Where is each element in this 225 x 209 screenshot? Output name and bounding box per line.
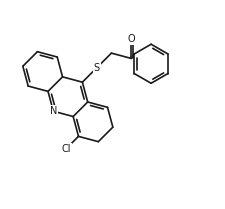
Text: N: N <box>50 106 57 116</box>
Text: Cl: Cl <box>61 144 71 154</box>
Text: S: S <box>94 63 100 73</box>
Text: O: O <box>127 34 135 44</box>
